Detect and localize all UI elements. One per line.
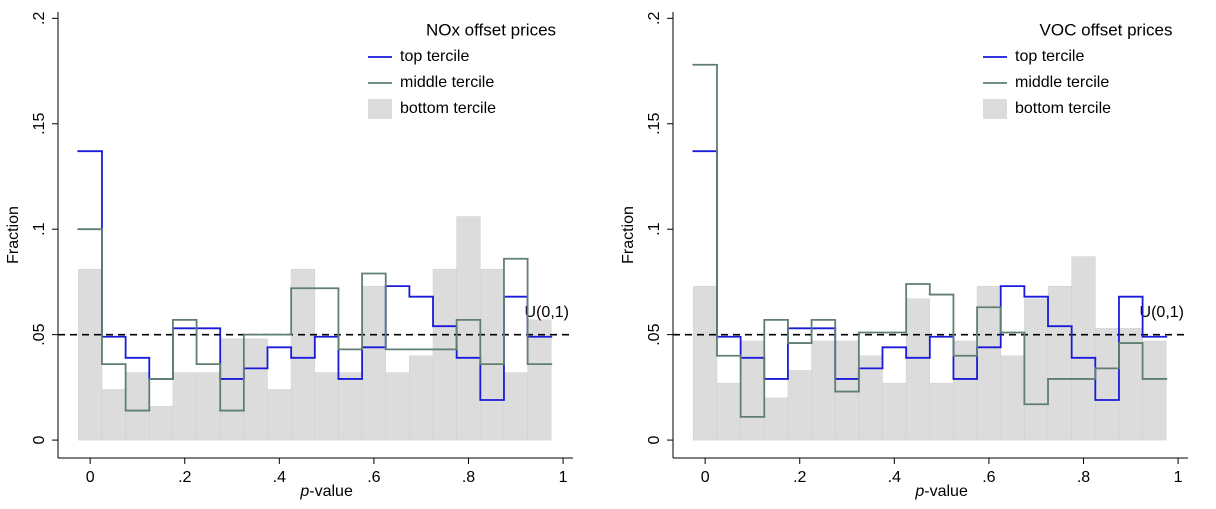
bar [101,389,126,441]
bar [1142,340,1167,441]
x-axis-title-rest: -value [924,483,968,500]
bar [1071,256,1096,441]
y-tick-label: .1 [646,222,663,235]
bar [385,372,410,441]
bar [314,372,339,441]
bar [172,372,197,441]
legend-swatch [368,99,392,119]
x-tick-label: 1 [559,469,568,486]
reference-label: U(0,1) [525,304,569,321]
legend-title: NOx offset prices [426,20,556,39]
legend-label: middle tercile [400,74,494,91]
bar [149,406,174,441]
bar [976,285,1001,441]
y-tick-label: .1 [31,222,48,235]
y-axis-title: Fraction [5,206,22,264]
bar [905,298,931,441]
bar [1000,355,1025,441]
legend-title: VOC offset prices [1040,20,1173,39]
bar [787,370,812,441]
bar [456,216,481,441]
legend-label: top tercile [400,48,469,65]
y-tick-label: .05 [31,323,48,345]
y-tick-label: .05 [646,323,663,345]
y-tick-label: .15 [31,113,48,135]
bar [409,355,434,441]
bar [834,340,860,441]
y-tick-label: .2 [31,12,48,25]
x-tick-label: .2 [178,469,191,486]
y-tick-label: .2 [646,12,663,25]
y-tick-label: .15 [646,113,663,135]
x-tick-label: 0 [701,469,710,486]
bar [811,340,836,441]
bar [78,269,103,441]
x-axis-title-italic: p [299,483,309,500]
x-axis-title-rest: -value [309,483,353,500]
legend-label: bottom tercile [1015,100,1111,117]
bar [338,372,363,441]
bar [693,285,718,441]
bar [219,338,245,441]
bar [740,340,765,441]
y-axis-title: Fraction [620,206,637,264]
x-tick-label: .4 [273,469,286,486]
y-tick-label: 0 [31,436,48,445]
legend-label: bottom tercile [400,100,496,117]
x-tick-label: 1 [1174,469,1183,486]
x-tick-label: 0 [86,469,95,486]
bar [527,319,552,441]
bar [1095,328,1120,441]
bar [125,372,150,441]
x-tick-label: .2 [793,469,806,486]
bar [290,269,316,441]
bar [1047,285,1072,441]
bar [764,397,789,441]
bar [716,382,741,441]
panel: U(0,1) 0 .05 .1 .15 .2 0 .2 .4 .6 .8 1 Fraction p-val… [620,12,1188,500]
bar [432,269,457,441]
reference-label: U(0,1) [1140,304,1184,321]
x-axis-title-italic: p [914,483,924,500]
bar [1118,328,1143,441]
x-tick-label: .8 [1077,469,1090,486]
bar [882,382,907,441]
panel: U(0,1) 0 .05 .1 .15 .2 0 .2 .4 .6 .8 1 Fraction p-val… [5,12,573,500]
x-tick-label: .6 [982,469,995,486]
legend-label: middle tercile [1015,74,1109,91]
legend-label: top tercile [1015,48,1084,65]
x-axis-title: p-value [299,483,353,500]
legend-swatch [983,99,1007,119]
x-axis-title: p-value [914,483,968,500]
bar [1024,298,1049,441]
bar [503,372,528,441]
bar [243,338,268,441]
bar [361,285,386,441]
x-tick-label: .4 [888,469,901,486]
bar [480,269,505,441]
x-tick-label: .8 [462,469,475,486]
bar [929,382,954,441]
bar [267,389,292,441]
y-tick-label: 0 [646,436,663,445]
bar [196,372,221,441]
x-tick-label: .6 [367,469,380,486]
